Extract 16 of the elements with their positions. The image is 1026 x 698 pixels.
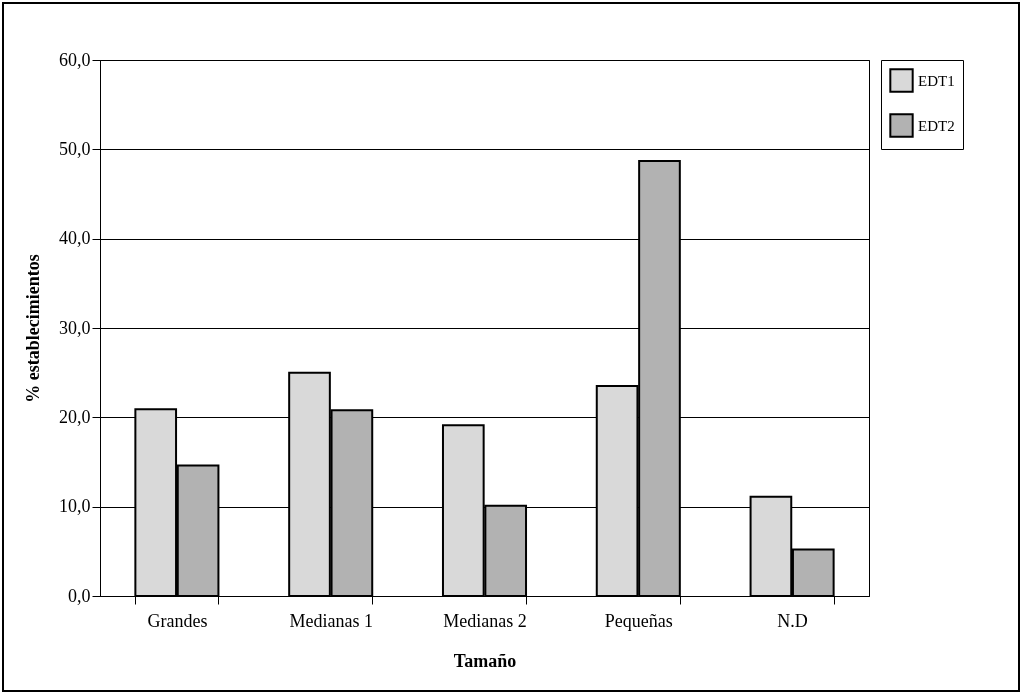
x-tick-label: Medianas 1	[289, 610, 373, 631]
y-tick-label: 10,0	[59, 496, 91, 517]
y-tick-label: 20,0	[59, 406, 91, 427]
y-tick-label: 50,0	[59, 138, 91, 159]
y-tick-label: 60,0	[59, 49, 91, 70]
x-tick-label: Medianas 2	[443, 610, 527, 631]
y-tick-label: 0,0	[68, 585, 91, 606]
legend-label: EDT2	[918, 117, 955, 134]
legend-label: EDT1	[918, 72, 955, 89]
x-axis-title: Tamaño	[453, 650, 517, 671]
y-tick-label: 40,0	[59, 228, 91, 249]
y-axis-title: % establecimientos	[23, 254, 43, 403]
x-tick-label: Pequeñas	[604, 610, 673, 631]
x-tick-label: N.D	[777, 610, 808, 631]
y-tick-label: 30,0	[59, 317, 91, 338]
x-tick-label: Grandes	[147, 610, 208, 631]
